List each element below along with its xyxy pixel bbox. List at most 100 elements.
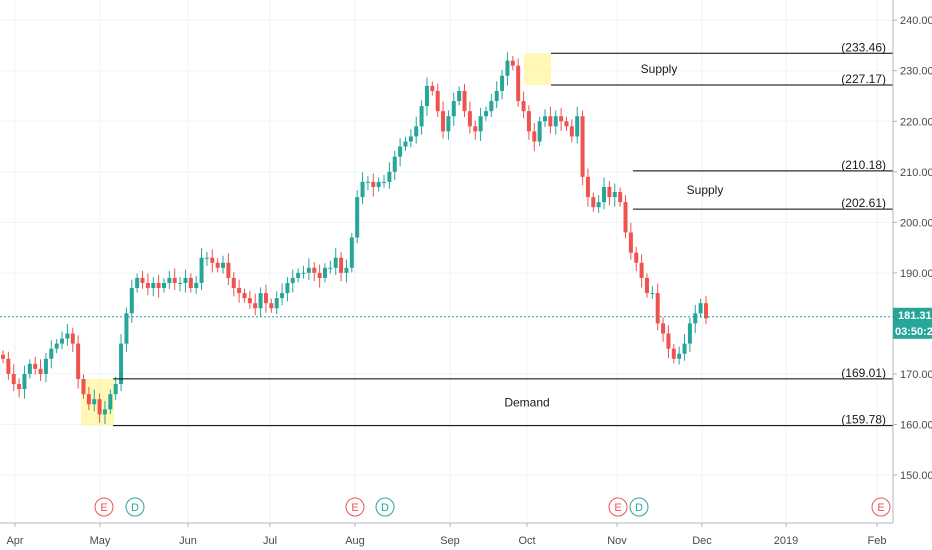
- event-circle[interactable]: [608, 497, 628, 517]
- candle-body: [215, 262, 220, 268]
- earnings-event-marker[interactable]: E: [871, 497, 891, 517]
- candle-body: [365, 181, 370, 183]
- time-tick-label: Aug: [345, 535, 365, 547]
- time-tick-label: May: [90, 535, 111, 547]
- earnings-event-marker[interactable]: E: [94, 497, 114, 517]
- candle-body: [156, 282, 161, 289]
- candle-body: [585, 176, 590, 198]
- candle-body: [247, 298, 252, 304]
- candle-body: [86, 394, 91, 405]
- bar-countdown: 03:50:29: [895, 326, 932, 338]
- candle-body: [269, 303, 274, 309]
- event-letter: E: [614, 502, 621, 514]
- time-tick-label: Nov: [607, 535, 627, 547]
- event-letter: E: [877, 502, 884, 514]
- candle-body: [349, 237, 354, 268]
- event-letter: D: [381, 502, 389, 514]
- candle-body: [355, 197, 360, 238]
- candle-body: [317, 272, 322, 278]
- candle-body: [210, 257, 215, 263]
- candle-body: [543, 116, 548, 122]
- candle-body: [376, 181, 381, 187]
- candle-body: [602, 186, 607, 203]
- event-circle[interactable]: [94, 497, 114, 517]
- event-circle[interactable]: [629, 497, 649, 517]
- candle-body: [510, 60, 515, 66]
- price-tick-label: 190.00: [900, 268, 932, 280]
- candle-body: [414, 126, 419, 137]
- price-tick-label: 230.00: [900, 66, 932, 78]
- time-tick-label: Jul: [263, 535, 277, 547]
- candle-body: [564, 121, 569, 127]
- candle-body: [221, 262, 226, 268]
- earnings-event-marker[interactable]: E: [345, 497, 365, 517]
- dividend-event-marker[interactable]: D: [125, 497, 145, 517]
- candle-body: [43, 358, 48, 374]
- candle-body: [451, 101, 456, 117]
- candle-body: [344, 267, 349, 273]
- current-price-value: 181.31: [898, 310, 932, 322]
- candle-body: [129, 288, 134, 314]
- candle-body: [119, 343, 124, 385]
- time-tick-label: Jun: [179, 535, 197, 547]
- time-axis: Apr May Jun Jul Aug Sep Oct Nov Dec 2019 Feb: [0, 522, 893, 547]
- candle-body: [435, 90, 440, 112]
- candle-body: [634, 252, 639, 263]
- candle-body: [639, 262, 644, 278]
- candle-body: [666, 333, 671, 349]
- level-label: (169.01): [841, 366, 886, 380]
- candle-body: [108, 394, 113, 410]
- candle-body: [306, 267, 311, 273]
- candle-body: [140, 277, 145, 283]
- candle-body: [682, 343, 687, 354]
- price-tick-label: 160.00: [900, 419, 932, 431]
- candle-body: [296, 272, 301, 278]
- zone-label: Supply: [641, 62, 678, 76]
- zone-label: Demand: [504, 395, 549, 409]
- candle-body: [516, 65, 521, 102]
- candle-body: [607, 186, 612, 198]
- candle-body: [693, 313, 698, 324]
- event-circle[interactable]: [125, 497, 145, 517]
- candle-body: [628, 232, 633, 253]
- candle-body: [591, 197, 596, 208]
- candle-body: [333, 257, 338, 268]
- candle-body: [521, 101, 526, 112]
- event-circle[interactable]: [375, 497, 395, 517]
- dividend-event-marker[interactable]: D: [375, 497, 395, 517]
- event-circle[interactable]: [345, 497, 365, 517]
- candle-body: [494, 90, 499, 102]
- price-tick-label: 220.00: [900, 116, 932, 128]
- candle-body: [596, 202, 601, 208]
- candle-body: [65, 333, 70, 339]
- candle-body: [97, 399, 102, 415]
- candle-body: [392, 156, 397, 172]
- candle-body: [322, 267, 327, 278]
- candle-body: [398, 146, 403, 157]
- level-label: (227.17): [841, 72, 886, 86]
- earnings-event-marker[interactable]: E: [608, 497, 628, 517]
- candle-body: [473, 126, 478, 132]
- candle-body: [505, 60, 510, 76]
- candle-body: [6, 358, 11, 374]
- candle-body: [263, 293, 268, 304]
- event-circle[interactable]: [871, 497, 891, 517]
- level-label: (210.18): [841, 158, 886, 172]
- candle-body: [92, 399, 97, 405]
- candle-body: [145, 282, 150, 289]
- candle-body: [382, 181, 387, 183]
- candle-body: [17, 384, 22, 390]
- dividend-event-marker[interactable]: D: [629, 497, 649, 517]
- candle-body: [430, 85, 435, 91]
- event-letter: D: [635, 502, 643, 514]
- level-lines: (233.46) (227.17) (210.18) (202.61) (169.01)…: [113, 40, 893, 427]
- candle-body: [371, 181, 376, 187]
- candle-body: [22, 373, 27, 390]
- candle-body: [612, 192, 617, 198]
- event-letter: E: [100, 502, 107, 514]
- candle-body: [70, 333, 75, 344]
- price-tick-label: 240.00: [900, 15, 932, 27]
- candle-body: [161, 282, 166, 289]
